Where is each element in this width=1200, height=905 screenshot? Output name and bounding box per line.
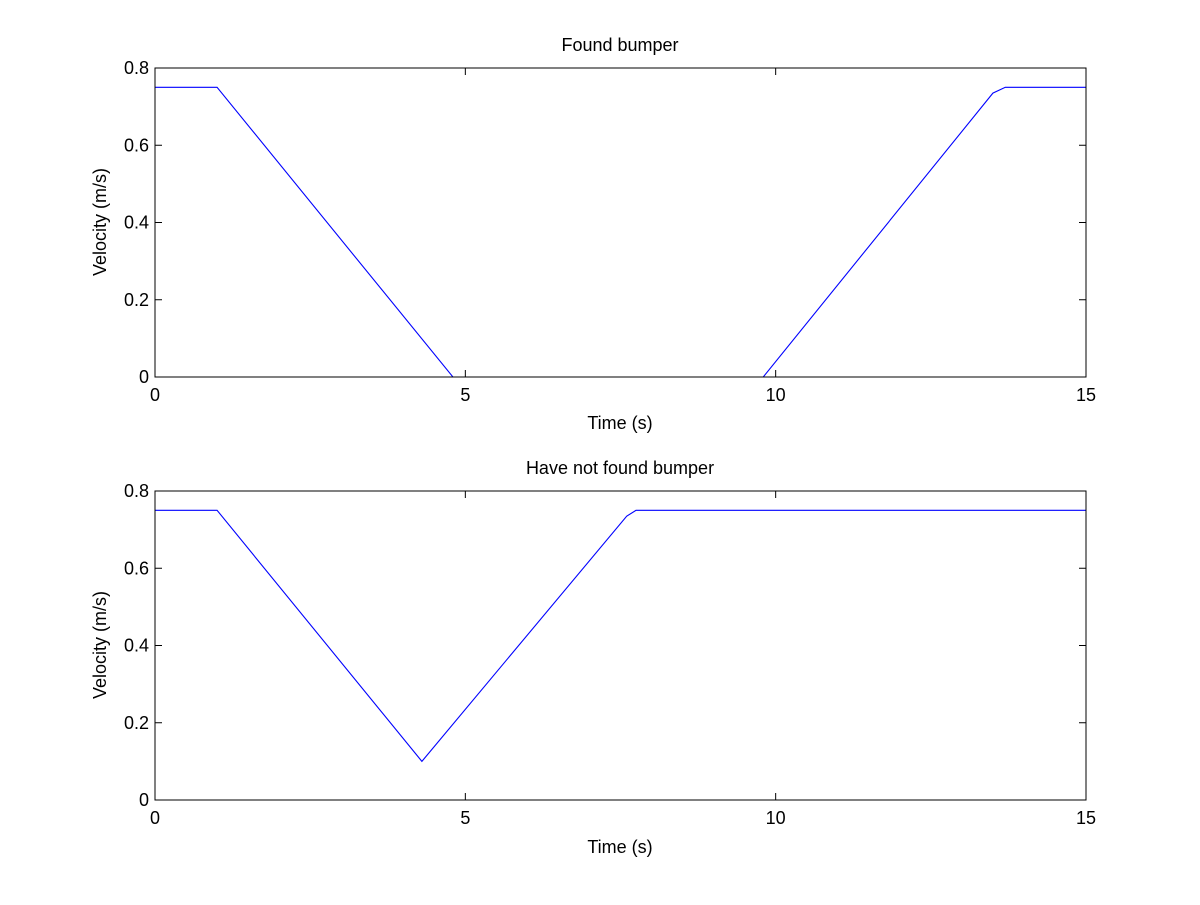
x-axis-label: Time (s) — [587, 837, 652, 857]
x-axis-label: Time (s) — [587, 413, 652, 433]
subplot-found-bumper: Found bumper Time (s) Velocity (m/s) 0 5 1… — [90, 35, 1096, 433]
x-tick-label: 0 — [150, 385, 160, 405]
y-tick-label: 0.2 — [124, 290, 149, 310]
y-axis-label: Velocity (m/s) — [90, 591, 110, 699]
x-tick-label: 10 — [766, 808, 786, 828]
y-tick-label: 0.8 — [124, 58, 149, 78]
y-tick-label: 0.8 — [124, 481, 149, 501]
y-tick-label: 0.4 — [124, 213, 149, 233]
x-tick-label: 10 — [766, 385, 786, 405]
x-tick-label: 15 — [1076, 808, 1096, 828]
x-tick-label: 15 — [1076, 385, 1096, 405]
y-tick-label: 0.6 — [124, 558, 149, 578]
y-tick-label: 0 — [139, 367, 149, 387]
series-line — [155, 509, 1086, 763]
y-tick-label: 0.2 — [124, 713, 149, 733]
x-tick-label: 5 — [460, 808, 470, 828]
y-tick-label: 0 — [139, 790, 149, 810]
y-tick-label: 0.6 — [124, 135, 149, 155]
y-axis-label: Velocity (m/s) — [90, 168, 110, 276]
x-tick-label: 0 — [150, 808, 160, 828]
subplot-title: Found bumper — [561, 35, 678, 55]
subplot-have-not-found-bumper: Have not found bumper Time (s) Velocity … — [90, 458, 1096, 857]
y-tick-label: 0.4 — [124, 636, 149, 656]
x-tick-label: 5 — [460, 385, 470, 405]
subplot-title: Have not found bumper — [526, 458, 714, 478]
